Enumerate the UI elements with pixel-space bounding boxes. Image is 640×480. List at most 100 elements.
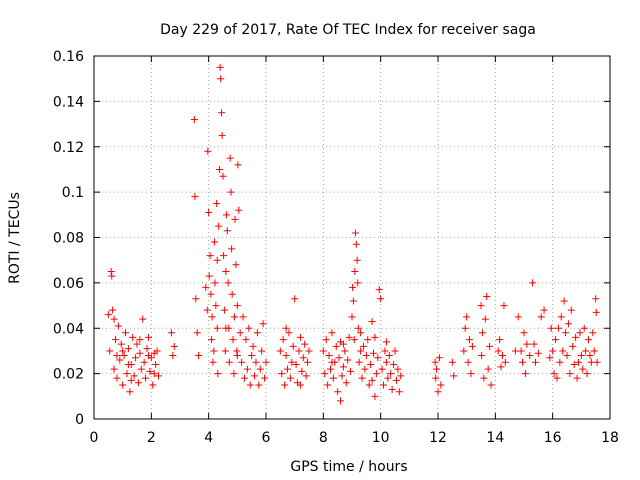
data-point	[113, 374, 121, 382]
data-point	[256, 365, 264, 373]
data-point	[468, 342, 476, 350]
x-tick-label: 0	[90, 430, 99, 446]
data-point	[521, 370, 529, 378]
data-point	[167, 329, 175, 337]
data-point	[234, 161, 242, 169]
data-point	[577, 351, 585, 359]
data-point	[248, 351, 256, 359]
data-point	[298, 367, 306, 375]
data-point	[362, 351, 370, 359]
data-point	[296, 381, 304, 389]
data-point	[342, 379, 350, 387]
data-point	[155, 372, 162, 380]
y-tick-label: 0.04	[53, 321, 84, 337]
data-point	[349, 283, 357, 291]
data-point	[276, 347, 284, 355]
data-point	[216, 63, 224, 71]
y-tick-label: 0.08	[53, 231, 84, 247]
data-point	[374, 354, 382, 362]
data-point	[226, 154, 234, 162]
data-point	[517, 347, 525, 355]
data-point	[353, 256, 361, 264]
data-point	[192, 295, 200, 303]
data-point	[236, 329, 244, 337]
data-point	[569, 342, 577, 350]
data-point	[106, 347, 114, 355]
data-point	[497, 363, 505, 371]
data-point	[282, 351, 290, 359]
data-point	[350, 336, 358, 344]
data-point	[371, 392, 379, 400]
data-point	[375, 286, 383, 294]
data-point	[593, 358, 601, 366]
data-point	[241, 374, 248, 382]
data-point	[170, 342, 178, 350]
data-point	[132, 354, 140, 362]
data-point	[251, 372, 259, 380]
data-point	[191, 193, 199, 201]
data-point	[352, 240, 360, 248]
data-point	[123, 370, 131, 378]
data-point	[371, 333, 379, 341]
data-point	[351, 229, 359, 237]
data-point	[204, 147, 212, 155]
data-point	[127, 376, 135, 384]
data-point	[552, 336, 560, 344]
data-point	[365, 381, 373, 389]
y-tick-label: 0.14	[53, 94, 84, 110]
data-point	[435, 354, 443, 362]
data-point	[385, 351, 393, 359]
y-tick-label: 0.06	[53, 276, 84, 292]
data-point	[589, 329, 597, 337]
data-point	[563, 351, 571, 359]
x-tick-label: 14	[486, 430, 504, 446]
data-point	[107, 268, 115, 276]
data-point	[367, 361, 375, 369]
y-tick-label: 0.1	[62, 185, 84, 201]
data-point	[332, 342, 340, 350]
data-point	[302, 372, 310, 380]
data-point	[230, 313, 238, 321]
data-point	[113, 351, 121, 359]
data-point	[143, 345, 151, 353]
data-point	[382, 358, 390, 366]
data-point	[484, 365, 492, 373]
data-point	[355, 358, 363, 366]
data-point	[142, 374, 150, 382]
data-point	[526, 351, 534, 359]
data-point	[361, 365, 369, 373]
data-point	[224, 279, 232, 287]
data-point	[461, 324, 469, 332]
data-point	[252, 358, 260, 366]
data-point	[109, 306, 117, 314]
data-point	[117, 340, 125, 348]
data-point	[368, 317, 376, 325]
data-point	[292, 361, 300, 369]
grid-lines	[94, 56, 610, 419]
data-point	[448, 358, 456, 366]
data-point	[397, 372, 405, 380]
data-point	[358, 374, 366, 382]
data-point	[319, 347, 327, 355]
data-point	[221, 347, 229, 355]
data-point	[582, 347, 590, 355]
data-point	[557, 313, 565, 321]
data-point	[496, 336, 504, 344]
data-point	[560, 297, 568, 305]
data-point	[218, 109, 226, 117]
data-point	[573, 374, 581, 382]
data-point	[335, 354, 343, 362]
data-point	[249, 342, 257, 350]
data-point	[395, 388, 403, 396]
data-point	[327, 365, 334, 373]
data-point	[208, 313, 216, 321]
data-point	[349, 297, 357, 305]
data-point	[202, 283, 210, 291]
x-tick-label: 16	[544, 430, 562, 446]
y-tick-label: 0.02	[53, 367, 84, 383]
data-point	[227, 188, 235, 196]
data-point	[214, 370, 222, 378]
data-point	[432, 374, 440, 382]
data-point	[480, 374, 488, 382]
data-point	[217, 75, 225, 83]
